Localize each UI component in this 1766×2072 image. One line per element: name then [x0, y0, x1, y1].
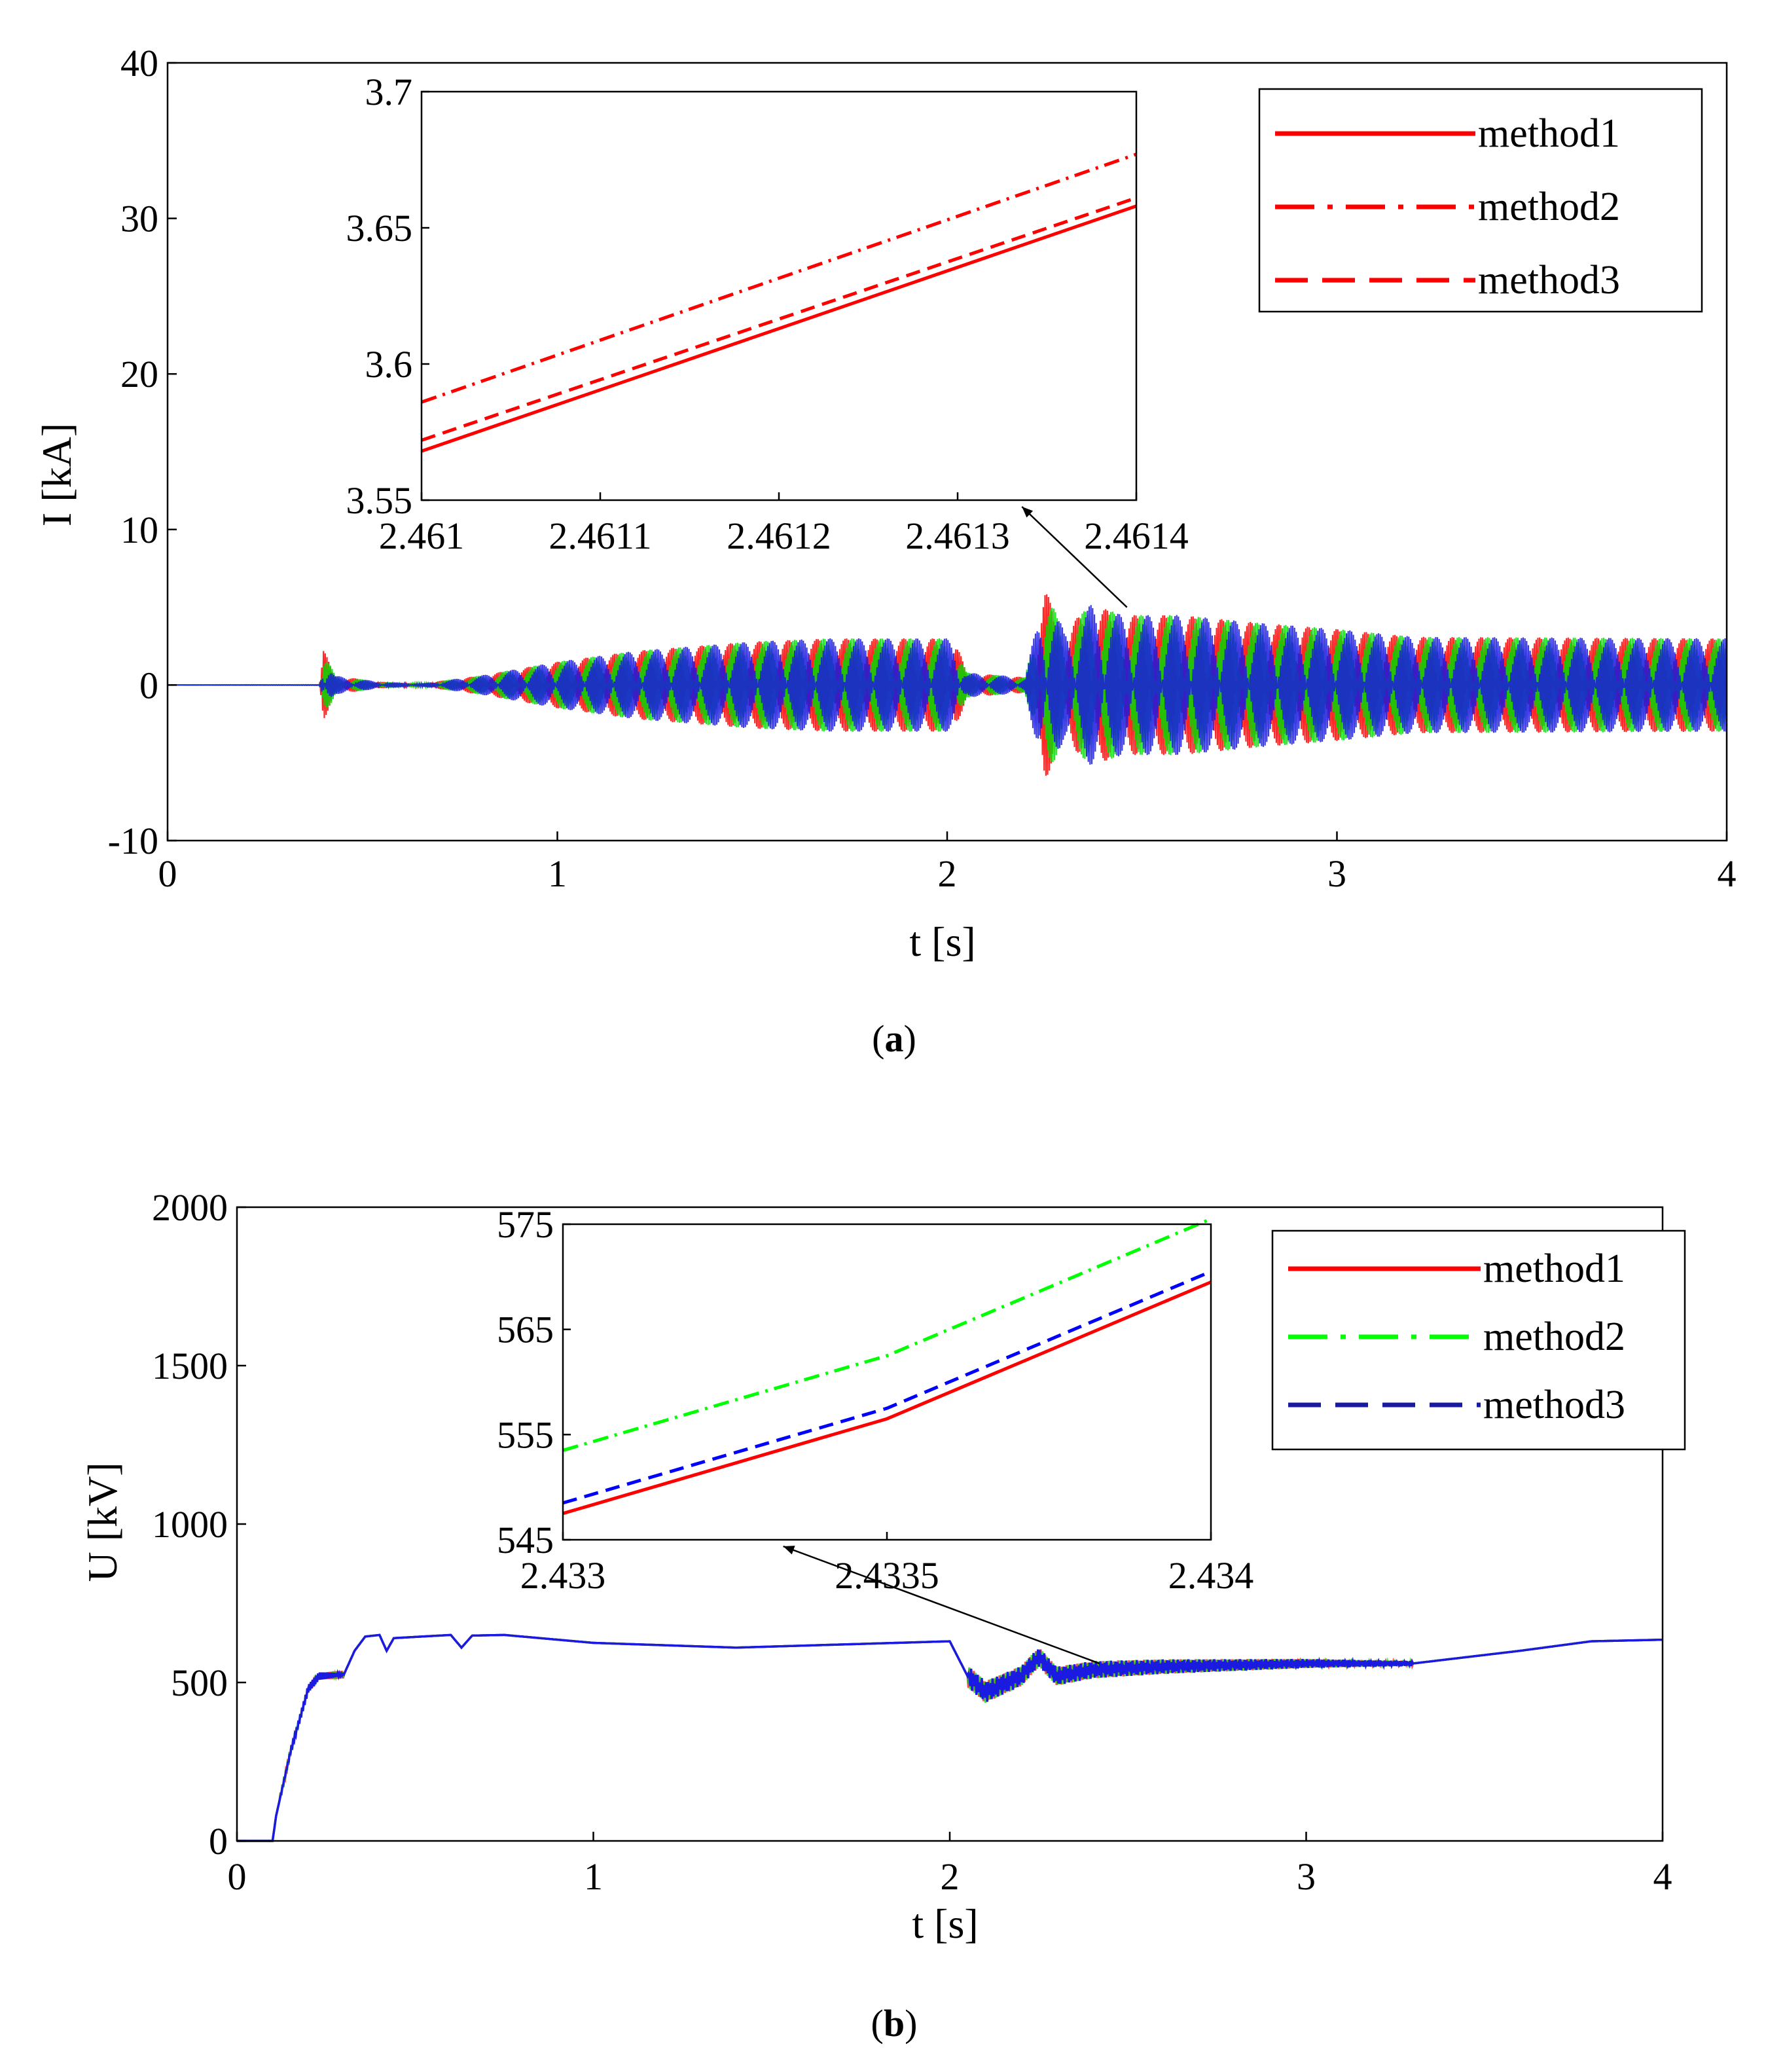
- panel-a-inset-xtick-label: 2.4614: [1084, 515, 1189, 557]
- panel-b-xtick-label: 0: [228, 1855, 247, 1898]
- panel-a-ytick-label: 40: [120, 42, 158, 84]
- panel-b-xtick-label: 3: [1297, 1855, 1316, 1898]
- panel-a-ytick-label: 0: [139, 664, 158, 706]
- panel-b-ylabel: U [kV]: [79, 1462, 126, 1582]
- panel-b-caption-letter: b: [884, 2002, 905, 2045]
- panel-a-ylabel: I [kA]: [33, 423, 80, 526]
- panel-b-series-trace-3: [237, 1633, 1663, 1842]
- panel-a-xtick-label: 0: [158, 852, 177, 895]
- panel-a-inset-xtick-label: 2.461: [379, 515, 465, 557]
- panel-a-inset-pointer-arrow: [1021, 506, 1128, 608]
- panel-a-ytick-label: 20: [120, 353, 158, 395]
- panel-b-inset-xtick-label: 2.434: [1168, 1554, 1254, 1597]
- panel-b-ytick-label: 1500: [152, 1345, 228, 1387]
- panel-a-inset-xtick-label: 2.4612: [727, 515, 831, 557]
- panel-b-ytick-label: 0: [209, 1820, 228, 1863]
- panel-a-caption-letter: a: [885, 1017, 904, 1060]
- panel-b-inset-series-method2: [562, 1217, 1212, 1452]
- panel-b-legend-label-method2: method2: [1483, 1315, 1625, 1359]
- panel-a-inset-ytick-label: 3.7: [365, 71, 413, 113]
- panel-b-xtick-label: 4: [1653, 1855, 1672, 1898]
- panel-b-caption: (b): [871, 2002, 918, 2045]
- panel-a-legend-box: [1258, 88, 1703, 313]
- panel-a-series-trace-3: [168, 605, 1728, 765]
- panel-a-inset: 2.461 2.4611 2.4612 2.4613 2.4614 3.55 3.6 3.65…: [346, 71, 1189, 608]
- panel-a-xtick-label: 3: [1327, 852, 1346, 895]
- panel-b-inset-ytick-label: 565: [497, 1309, 554, 1351]
- panel-a-xtick-label: 1: [548, 852, 567, 895]
- panel-a-legend-label-method2: method2: [1478, 185, 1620, 229]
- panel-b-inset-background: [562, 1219, 1212, 1546]
- panel-b-inset-pointer-arrow: [783, 1545, 1100, 1665]
- panel-a-xtick-label: 2: [938, 852, 957, 895]
- panel-b-inset-pointer-arrowhead: [783, 1546, 795, 1555]
- panel-b-legend-label-method1: method1: [1483, 1246, 1625, 1291]
- panel-a-inset-series-method3: [421, 196, 1137, 442]
- panel-b-xtick-label: 1: [584, 1855, 603, 1898]
- panel-b-ytick-label: 500: [171, 1662, 228, 1704]
- panel-a-inset-background: [420, 90, 1136, 500]
- panel-b-inset: 2.433 2.4335 2.434 545 555 565 575: [497, 1203, 1254, 1665]
- panel-b-inset-series-method3: [562, 1269, 1212, 1505]
- panel-b-legend: method1 method2 method3: [1271, 1229, 1686, 1451]
- panel-a-inset-series-method2: [421, 153, 1137, 404]
- panel-b-legend-label-method3: method3: [1483, 1383, 1625, 1427]
- panel-a-ytick-label: 10: [120, 509, 158, 551]
- panel-b-series-trace-2: [237, 1633, 1663, 1842]
- panel-a-inset-ytick-label: 3.65: [346, 207, 413, 249]
- panel-b-inset-ytick-label: 555: [497, 1413, 554, 1456]
- panel-b-xlabel: t [s]: [912, 1900, 978, 1947]
- panel-a-inset-xtick-label: 2.4613: [905, 515, 1010, 557]
- panel-a-xtick-label: 4: [1718, 852, 1737, 895]
- panel-a-legend-label-method3: method3: [1478, 258, 1620, 302]
- panel-b-series-trace-1: [237, 1633, 1663, 1842]
- panel-b-ytick-label: 1000: [152, 1503, 228, 1546]
- panel-a-ytick-label: -10: [108, 820, 158, 862]
- panel-b: 0 1 2 3 4 0 500 1000 1500 2000 2.433 2.4335 2.434 54…: [79, 1186, 1686, 2045]
- panel-a-inset-ytick-label: 3.6: [365, 343, 413, 386]
- panel-a-xlabel: t [s]: [909, 918, 975, 965]
- panel-b-plot: 0 1 2 3 4 0 500 1000 1500 2000: [152, 1186, 1672, 1898]
- panel-a-inset-pointer-arrowhead: [1022, 507, 1034, 518]
- panel-a-inset-ytick-label: 3.55: [346, 479, 413, 522]
- panel-b-ytick-label: 2000: [152, 1186, 228, 1229]
- panel-a-legend: method1 method2 method3: [1258, 88, 1703, 313]
- panel-a-inset-series-method1: [421, 204, 1137, 453]
- panel-a-legend-label-method1: method1: [1478, 111, 1620, 156]
- panel-b-inset-xtick-label: 2.433: [520, 1554, 606, 1597]
- panel-b-inset-ytick-label: 545: [497, 1519, 554, 1561]
- panel-a-inset-xtick-label: 2.4611: [549, 515, 651, 557]
- panel-a-ytick-label: 30: [120, 198, 158, 240]
- panel-b-inset-xtick-label: 2.4335: [835, 1554, 939, 1597]
- panel-b-inset-ytick-label: 575: [497, 1203, 554, 1246]
- panel-a-caption: (a): [872, 1017, 916, 1060]
- panel-b-xtick-label: 2: [941, 1855, 960, 1898]
- panel-b-inset-series-method1: [562, 1281, 1212, 1516]
